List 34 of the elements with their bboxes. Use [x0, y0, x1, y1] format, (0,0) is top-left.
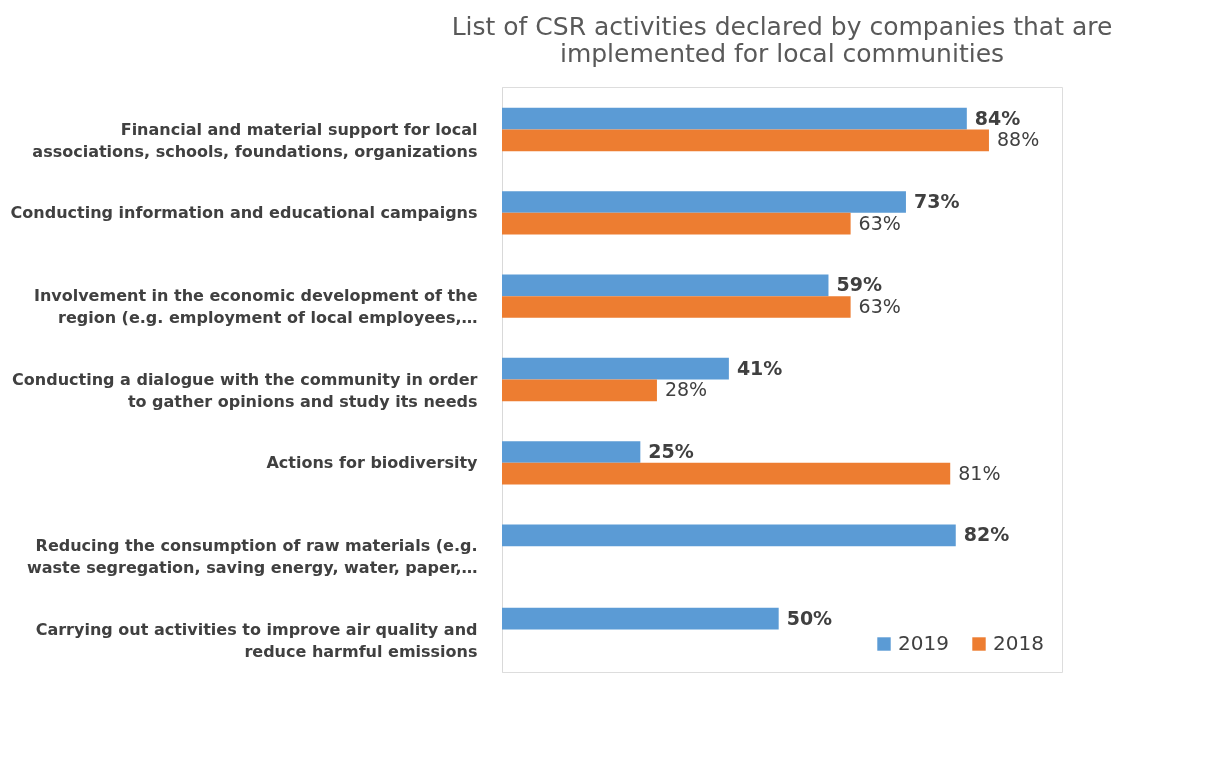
data-label: 73% [913, 190, 960, 212]
data-label: 88% [996, 128, 1040, 151]
y-tick-label: Carrying out activities to improve air quality and reduce harmful emissions [35, 619, 478, 661]
data-label: 81% [958, 461, 1001, 484]
legend-label: 2019 [898, 631, 949, 655]
legend-label: 2018 [993, 631, 1044, 655]
data-label: 28% [664, 378, 708, 401]
chart-title: List of CSR activities declared by companies that are implemented for local communities [451, 12, 1113, 68]
bar [502, 212, 851, 235]
bar [502, 107, 967, 130]
data-label: 25% [648, 440, 694, 462]
bar [502, 607, 779, 630]
bar [502, 462, 951, 485]
y-tick-label: Actions for biodiversity [266, 452, 479, 472]
bar [502, 379, 657, 402]
bar [502, 129, 989, 152]
y-tick-label: Reducing the consumption of raw materials (e.g. waste segregation, saving energy, water, paper,… [26, 536, 478, 578]
bar [502, 274, 829, 297]
data-label: 63% [858, 211, 901, 234]
data-label: 84% [974, 106, 1021, 129]
data-label: 82% [963, 523, 1010, 546]
y-tick-label: Involvement in the economic development of the region (e.g. employment of local employees,… [33, 286, 478, 328]
data-label: 50% [786, 606, 833, 629]
data-label: 59% [836, 273, 882, 296]
bar [502, 296, 851, 318]
bar [502, 357, 729, 380]
bar [502, 191, 906, 213]
y-tick-label: Conducting a dialogue with the community in order to gather opinions and study its needs [12, 369, 478, 411]
data-label: 63% [858, 295, 901, 317]
y-tick-label: Conducting information and educational campaigns [10, 202, 478, 222]
y-tick-label: Financial and material support for local associations, schools, foundations, organizations [32, 119, 478, 161]
data-label: 41% [736, 356, 783, 379]
bar [502, 441, 641, 463]
bar [502, 524, 956, 547]
